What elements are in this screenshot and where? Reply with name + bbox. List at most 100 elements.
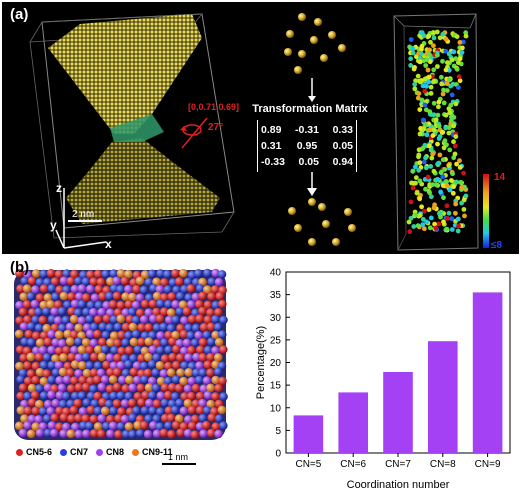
- cluster-atom: [54, 360, 64, 370]
- nanopillar-box: [29, 13, 235, 239]
- cluster-atom: [46, 406, 55, 416]
- cluster-atom: [147, 376, 157, 386]
- cluster-atom: [121, 429, 131, 439]
- matrix-cell: 0.94: [332, 156, 353, 168]
- cluster-atom: [191, 383, 201, 393]
- cluster-atom: [160, 278, 169, 287]
- cluster-atom: [187, 376, 196, 386]
- matrix-cell: 0.33: [332, 124, 353, 136]
- cluster-atom: [96, 368, 106, 378]
- cluster-atom: [59, 353, 68, 362]
- cluster-atom: [57, 339, 67, 348]
- cn-atom: [439, 81, 445, 87]
- cluster-atom: [195, 314, 204, 323]
- cluster-atom: [211, 314, 220, 324]
- cluster-atom: [116, 269, 126, 278]
- cluster-atom: [77, 391, 87, 400]
- cluster-atom: [143, 429, 153, 439]
- cluster-atom: [186, 300, 196, 309]
- grain-boundary: [110, 114, 164, 142]
- cluster-atom: [152, 291, 162, 301]
- cluster-atom: [179, 422, 189, 431]
- cluster-atom: [35, 278, 45, 287]
- cluster-atom: [124, 422, 134, 431]
- cluster-atom: [217, 270, 227, 279]
- cluster-atom: [125, 314, 135, 324]
- cn-atom: [412, 82, 418, 87]
- cn-atom: [447, 110, 453, 116]
- cn-atom: [446, 125, 452, 130]
- cluster-atom: [100, 345, 110, 354]
- cn-atom: [462, 213, 467, 219]
- cluster-atom: [108, 421, 118, 431]
- cluster-atom: [97, 429, 106, 438]
- cluster-atom: [133, 345, 143, 354]
- cluster-atom: [207, 277, 217, 286]
- cluster-atom: [38, 406, 48, 416]
- cn-atom: [457, 78, 463, 84]
- cluster-atom: [139, 285, 149, 295]
- cluster-atom: [152, 323, 162, 332]
- cluster-atom: [180, 284, 189, 294]
- cluster-atom: [198, 337, 208, 347]
- cn-atom: [416, 147, 422, 153]
- cluster-atom: [105, 353, 115, 362]
- cn-atom: [428, 84, 434, 90]
- cluster-atom: [93, 422, 103, 431]
- cluster-atom: [73, 308, 83, 317]
- cn-atom: [431, 205, 437, 211]
- cluster-atom: [71, 422, 80, 432]
- cluster-atom: [43, 399, 53, 409]
- cn-atom: [418, 51, 424, 57]
- cn-atom: [424, 132, 430, 138]
- cluster-atom: [31, 285, 40, 294]
- cluster-atom: [35, 367, 45, 377]
- atoms-before: [284, 13, 346, 74]
- cn-atom: [422, 208, 427, 214]
- cluster-atom: [23, 406, 33, 415]
- cluster-atom: [109, 315, 119, 324]
- cn-atom: [424, 83, 429, 89]
- cluster-atom: [93, 406, 103, 416]
- cn-atom: [413, 180, 418, 186]
- legend-dot-icon: [132, 448, 140, 456]
- y-tick-label: 40: [270, 268, 282, 279]
- cluster-atom: [166, 413, 176, 423]
- cn-atom: [423, 155, 428, 161]
- cluster-atom: [131, 315, 141, 325]
- cn-atom: [416, 91, 422, 96]
- cn-atom: [418, 79, 423, 85]
- cluster-atom: [198, 306, 207, 316]
- cn-atom: [443, 125, 449, 131]
- matrix-cell: 0.89: [261, 124, 282, 136]
- cluster-atom: [97, 382, 107, 392]
- cluster-atom: [51, 398, 60, 408]
- cn-atom: [415, 223, 421, 229]
- cluster-atom: [131, 300, 141, 310]
- cluster-atom: [66, 276, 76, 286]
- cluster-atom: [164, 421, 173, 430]
- cluster-atom: [198, 291, 207, 301]
- cluster-atom: [163, 376, 173, 386]
- cn-atom: [454, 161, 459, 167]
- cn-atom: [436, 221, 442, 227]
- cluster-atom: [124, 360, 133, 369]
- cluster-atom: [194, 299, 204, 309]
- cluster-atom: [182, 338, 192, 348]
- cluster-atom: [174, 414, 184, 423]
- cn-atom: [434, 182, 439, 188]
- cluster-atom: [195, 361, 204, 370]
- cn-atom: [430, 30, 436, 35]
- cn-atom: [444, 81, 450, 87]
- cluster-atom: [47, 375, 56, 385]
- cluster-atom: [47, 360, 57, 370]
- cluster-atom: [106, 338, 115, 347]
- panel-b-graphics: 1 nm 0 5 10 15 20 25 30 35 40 CN=5 CN=6 CN=7 CN=8 CN=…: [14, 268, 511, 491]
- cluster-atom: [105, 323, 114, 332]
- cluster-atom: [160, 354, 170, 363]
- cluster-atom: [160, 307, 169, 316]
- cluster-atom: [198, 413, 208, 423]
- cluster-atom: [156, 391, 166, 400]
- cluster-atom: [63, 361, 72, 371]
- cluster-atom: [149, 421, 158, 430]
